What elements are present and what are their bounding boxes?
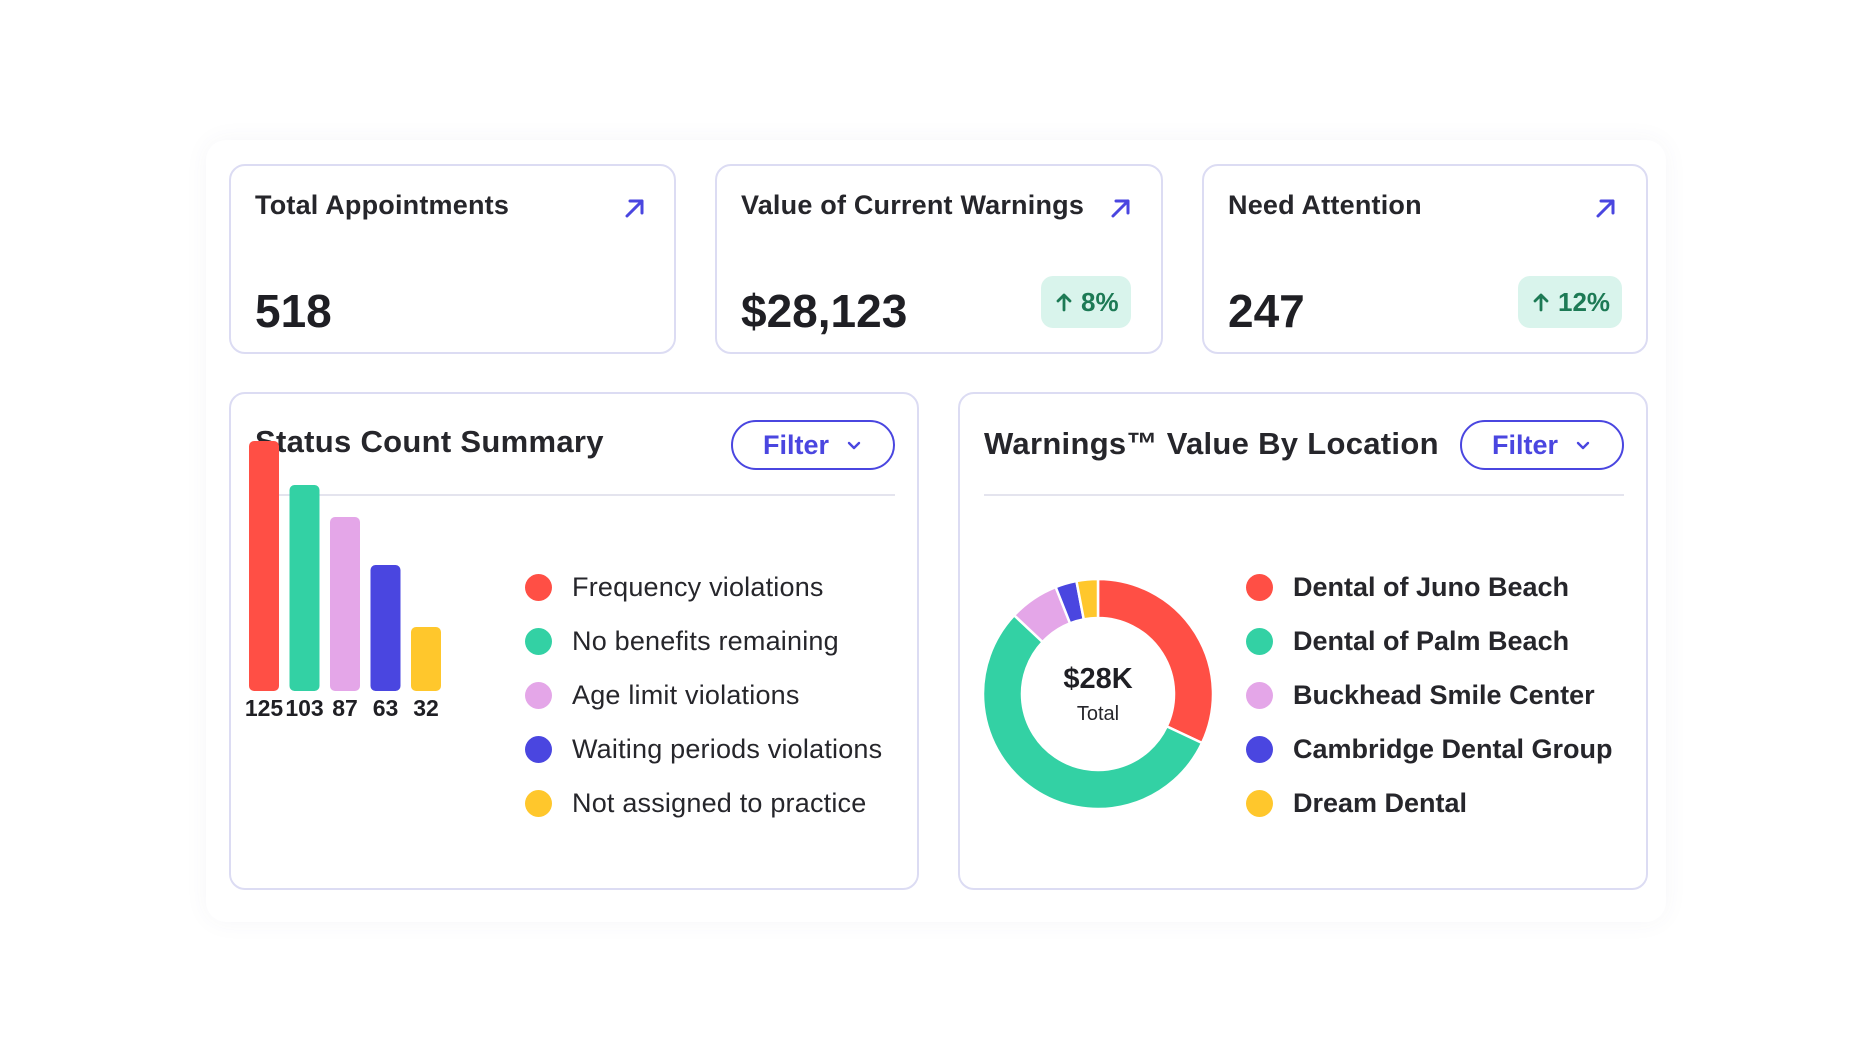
stat-card-value: $28,123 bbox=[741, 285, 908, 337]
legend-label: Age limit violations bbox=[572, 679, 800, 710]
stat-card-title: Value of Current Warnings bbox=[741, 190, 1085, 220]
chevron-down-icon bbox=[1576, 441, 1590, 450]
legend-item: Age limit violations bbox=[525, 668, 882, 722]
stat-card-title: Total Appointments bbox=[255, 190, 510, 220]
legend-label: Not assigned to practice bbox=[572, 787, 867, 818]
stat-card-total-appointments[interactable]: Total Appointments 518 bbox=[229, 164, 676, 354]
legend-item: Dream Dental bbox=[1246, 776, 1613, 830]
donut-center-label: Total bbox=[1077, 703, 1119, 725]
legend-label: No benefits remaining bbox=[572, 625, 839, 656]
filter-button-label: Filter bbox=[762, 429, 829, 460]
legend-label: Cambridge Dental Group bbox=[1293, 733, 1613, 764]
legend-label: Buckhead Smile Center bbox=[1293, 679, 1595, 710]
filter-button[interactable]: Filter bbox=[1460, 420, 1624, 470]
arrow-up-icon bbox=[1056, 293, 1072, 312]
legend-swatch bbox=[1246, 789, 1273, 817]
bar bbox=[330, 517, 360, 691]
filter-button-label: Filter bbox=[1491, 429, 1558, 460]
location-value-panel: Warnings™ Value By Location Filter $28K T… bbox=[958, 392, 1648, 890]
status-bar-chart: 125 103 87 63 32 bbox=[245, 441, 441, 721]
legend-swatch bbox=[1246, 627, 1273, 655]
legend-swatch bbox=[525, 573, 552, 601]
status-legend: Frequency violations No benefits remainin… bbox=[525, 560, 882, 830]
arrow-up-right-icon[interactable] bbox=[1592, 194, 1620, 222]
arrow-up-icon bbox=[1533, 293, 1549, 312]
legend-swatch bbox=[525, 789, 552, 817]
bar bbox=[411, 627, 441, 691]
bar-value-label: 63 bbox=[373, 695, 399, 721]
panel-divider bbox=[984, 494, 1624, 496]
bar bbox=[370, 565, 401, 691]
legend-swatch bbox=[1246, 573, 1273, 601]
trend-badge: 12% bbox=[1518, 276, 1623, 328]
legend-swatch bbox=[525, 735, 552, 763]
stat-card-title: Need Attention bbox=[1228, 190, 1422, 220]
legend-item: Dental of Juno Beach bbox=[1246, 560, 1613, 614]
trend-badge-value: 8% bbox=[1081, 286, 1119, 317]
stat-card-need-attention[interactable]: Need Attention 247 12% bbox=[1202, 164, 1648, 354]
trend-badge: 8% bbox=[1041, 276, 1131, 328]
location-donut-chart: $28K Total bbox=[981, 577, 1215, 811]
legend-swatch bbox=[1246, 681, 1273, 709]
bar-value-label: 125 bbox=[245, 695, 284, 721]
legend-swatch bbox=[1246, 735, 1273, 763]
legend-swatch bbox=[525, 627, 552, 655]
filter-button[interactable]: Filter bbox=[731, 420, 895, 470]
legend-label: Waiting periods violations bbox=[572, 733, 883, 764]
panel-title: Status Count Summary bbox=[255, 424, 604, 459]
legend-item: Dental of Palm Beach bbox=[1246, 614, 1613, 668]
legend-item: Not assigned to practice bbox=[525, 776, 882, 830]
donut-center-value: $28K bbox=[1063, 663, 1132, 695]
location-legend: Dental of Juno Beach Dental of Palm Beach… bbox=[1246, 560, 1613, 830]
legend-item: No benefits remaining bbox=[525, 614, 882, 668]
legend-label: Dream Dental bbox=[1293, 787, 1468, 818]
status-count-panel: Status Count Summary Filter 125 103 87 63 32… bbox=[229, 392, 919, 890]
legend-label: Frequency violations bbox=[572, 571, 824, 602]
legend-label: Dental of Juno Beach bbox=[1293, 571, 1570, 602]
bar bbox=[249, 441, 279, 691]
donut-slice bbox=[1074, 577, 1100, 621]
legend-item: Cambridge Dental Group bbox=[1246, 722, 1613, 776]
chevron-down-icon bbox=[847, 441, 861, 450]
panel-title: Warnings™ Value By Location bbox=[984, 426, 1439, 461]
stat-card-value: 247 bbox=[1228, 285, 1305, 337]
legend-item: Buckhead Smile Center bbox=[1246, 668, 1613, 722]
arrow-up-right-icon[interactable] bbox=[1107, 194, 1135, 222]
stat-card-current-warnings[interactable]: Value of Current Warnings $28,123 8% bbox=[715, 164, 1163, 354]
bar-value-label: 32 bbox=[413, 695, 439, 721]
arrow-up-right-icon[interactable] bbox=[621, 194, 649, 222]
bar bbox=[289, 485, 320, 691]
panel-divider bbox=[255, 494, 895, 496]
legend-item: Waiting periods violations bbox=[525, 722, 882, 776]
trend-badge-value: 12% bbox=[1558, 286, 1611, 317]
donut-slice bbox=[981, 613, 1204, 811]
legend-label: Dental of Palm Beach bbox=[1293, 625, 1570, 656]
legend-swatch bbox=[525, 681, 552, 709]
bar-value-label: 103 bbox=[285, 695, 323, 721]
stat-card-value: 518 bbox=[255, 285, 332, 337]
legend-item: Frequency violations bbox=[525, 560, 882, 614]
bar-value-label: 87 bbox=[332, 695, 358, 721]
